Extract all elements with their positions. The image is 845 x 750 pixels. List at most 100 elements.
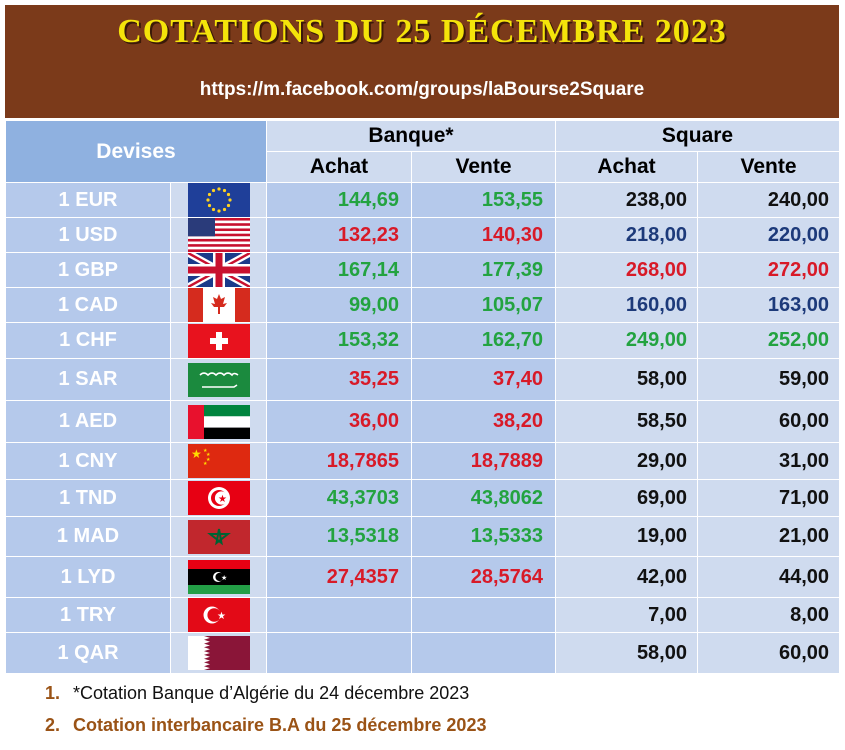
china-flag-icon: ★ ★ ★ ★ ★ [187,444,250,478]
currency-cell: 1 CAD [5,287,171,323]
banque-vente-cell: 13,5333 [411,516,556,557]
square-vente-cell: 60,00 [696,400,841,443]
banque-vente-cell [411,597,556,633]
banque-achat-cell: 27,4357 [266,556,412,598]
table-row: 1 LYD ★ 27,4357 28,5764 42,00 44,00 [5,556,841,598]
currency-cell: 1 USD [5,217,171,253]
table-row: 1 CNY ★ ★ ★ ★ ★ 18,7865 18,7889 29,00 31,00 [5,442,841,480]
table-row: 1 AED 36,00 38,20 58,50 60,00 [5,400,841,443]
banque-vente-cell: 43,8062 [411,479,556,517]
svg-text:★: ★ [191,447,202,461]
rates-table: Devises Banque* Square Achat Vente Achat… [5,120,841,674]
banque-achat-cell [266,632,412,674]
banque-achat-cell: 35,25 [266,358,412,401]
svg-text:★: ★ [206,457,211,463]
currency-cell: 1 TND [5,479,171,517]
flag-cell [170,217,267,253]
banque-vente-cell: 28,5764 [411,556,556,598]
banque-vente-cell: 177,39 [411,252,556,288]
currency-cell: 1 QAR [5,632,171,674]
square-vente-cell: 60,00 [696,632,841,674]
table-row: 1 GBP 167,14 177,39 268,00 272,00 [5,252,841,288]
footnote-2: 2. Cotation interbancaire B.A du 25 décem… [45,710,486,740]
banque-vente-cell: 105,07 [411,287,556,323]
square-achat-cell: 42,00 [555,556,698,598]
qatar-flag-icon [187,636,250,670]
banque-vente-cell: 140,30 [411,217,556,253]
table-row: 1 CAD 99,00 105,07 160,00 163,00 [5,287,841,323]
square-vente-cell: 163,00 [696,287,841,323]
turkey-flag-icon: ★ [187,598,250,632]
square-vente-cell: 252,00 [696,322,841,359]
square-achat-cell: 58,00 [555,632,698,674]
footnote-1-text: *Cotation Banque d’Algérie du 24 décembr… [73,683,470,703]
flag-cell [170,358,267,401]
square-achat-header: Achat [555,151,698,183]
table-row: 1 EUR 144,69 153,55 238,00 240,00 [5,182,841,218]
flag-cell: ★ [170,479,267,517]
svg-text:★: ★ [218,494,227,505]
square-vente-cell: 71,00 [696,479,841,517]
footnotes: 1. *Cotation Banque d’Algérie du 24 décem… [45,678,486,740]
banque-vente-cell: 153,55 [411,182,556,218]
banque-achat-cell: 153,32 [266,322,412,359]
svg-text:★: ★ [203,461,208,467]
switzerland-flag-icon [187,323,250,358]
currency-cell: 1 TRY [5,597,171,633]
table-row: 1 TND ★ 43,3703 43,8062 69,00 71,00 [5,479,841,517]
square-achat-cell: 29,00 [555,442,698,480]
morocco-flag-icon [187,519,250,554]
saudi-flag-icon [187,362,250,397]
flag-cell [170,252,267,288]
currency-cell: 1 EUR [5,182,171,218]
us-flag-icon [187,218,250,252]
table-row: 1 MAD 13,5318 13,5333 19,00 21,00 [5,516,841,557]
banque-achat-cell: 43,3703 [266,479,412,517]
banque-vente-cell: 18,7889 [411,442,556,480]
banque-achat-cell: 167,14 [266,252,412,288]
currency-cell: 1 AED [5,400,171,443]
square-header: Square [554,120,841,152]
square-vente-cell: 220,00 [696,217,841,253]
square-achat-cell: 19,00 [555,516,698,557]
square-vente-cell: 21,00 [696,516,841,557]
table-row: 1 CHF 153,32 162,70 249,00 252,00 [5,322,841,359]
tunisia-flag-icon: ★ [187,481,250,515]
eu-flag-icon [187,183,250,217]
flag-cell: ★ ★ ★ ★ ★ [170,442,267,480]
uae-flag-icon [187,404,250,439]
square-vente-cell: 31,00 [696,442,841,480]
flag-cell [170,182,267,218]
square-achat-cell: 218,00 [555,217,698,253]
banque-header: Banque* [266,120,556,152]
svg-text:★: ★ [217,611,226,622]
currency-cell: 1 CHF [5,322,171,359]
banque-achat-cell: 132,23 [266,217,412,253]
banque-vente-cell [411,632,556,674]
banque-achat-cell: 36,00 [266,400,412,443]
devises-header: Devises [5,120,267,183]
table-row: 1 SAR 35,25 37,40 58,00 59,00 [5,358,841,401]
square-achat-cell: 58,00 [555,358,698,401]
flag-cell [170,516,267,557]
banque-achat-cell: 144,69 [266,182,412,218]
square-achat-cell: 249,00 [555,322,698,359]
header-banner: COTATIONS DU 25 DÉCEMBRE 2023 https://m.… [5,5,839,118]
square-vente-cell: 8,00 [696,597,841,633]
banque-vente-cell: 37,40 [411,358,556,401]
svg-text:★: ★ [203,448,208,454]
svg-text:★: ★ [221,574,227,582]
banque-achat-cell [266,597,412,633]
footnote-1-number: 1. [45,683,61,703]
flag-cell: ★ [170,556,267,598]
banque-achat-cell: 13,5318 [266,516,412,557]
banque-achat-header: Achat [266,151,412,183]
currency-cell: 1 CNY [5,442,171,480]
footnote-2-number: 2. [45,715,61,735]
currency-cell: 1 SAR [5,358,171,401]
currency-cell: 1 LYD [5,556,171,598]
libya-flag-icon: ★ [187,560,250,594]
square-vente-cell: 272,00 [696,252,841,288]
banque-achat-cell: 99,00 [266,287,412,323]
square-achat-cell: 268,00 [555,252,698,288]
